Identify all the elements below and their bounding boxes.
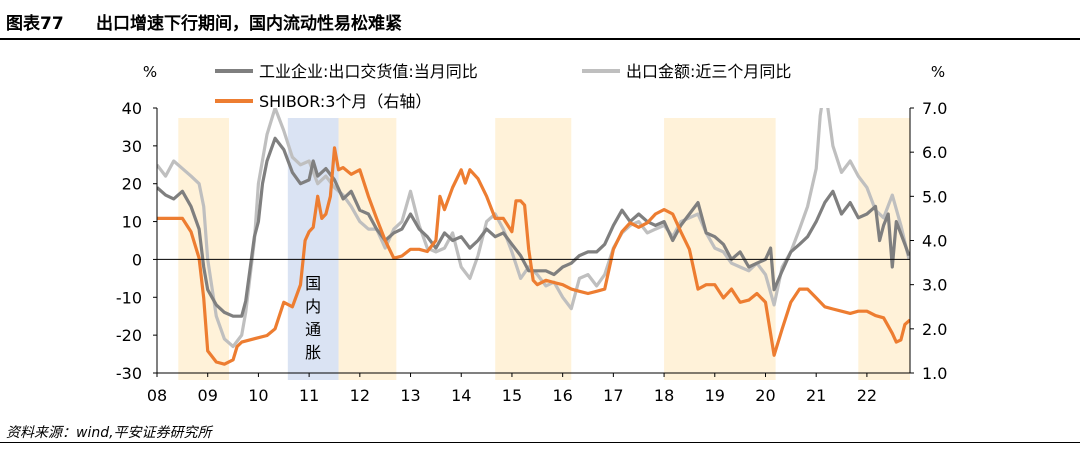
shaded-period-0 bbox=[178, 118, 230, 380]
x-tick-label: 13 bbox=[400, 386, 420, 405]
series-line-industrial bbox=[157, 136, 910, 318]
series-line-shibor bbox=[157, 146, 910, 366]
legend-label-export-amount: 出口金额:近三个月同比 bbox=[626, 62, 791, 81]
legend-label-shibor: SHIBOR:3个月（右轴） bbox=[259, 92, 431, 111]
footer-rule bbox=[0, 442, 1080, 443]
x-tick-label: 15 bbox=[502, 386, 522, 405]
x-tick-label: 10 bbox=[248, 386, 268, 405]
right-axis-unit: % bbox=[931, 63, 945, 81]
right-tick-label: 2.0 bbox=[922, 320, 947, 339]
x-tick-label: 19 bbox=[705, 386, 725, 405]
left-tick-label: 20 bbox=[122, 175, 142, 194]
left-tick-label: -30 bbox=[116, 364, 142, 383]
inflation-label-char: 通 bbox=[305, 320, 321, 339]
right-tick-label: 5.0 bbox=[922, 187, 947, 206]
right-tick-label: 3.0 bbox=[922, 276, 947, 295]
x-tick-label: 17 bbox=[603, 386, 623, 405]
x-tick-label: 14 bbox=[451, 386, 471, 405]
left-tick-label: -10 bbox=[116, 288, 142, 307]
x-tick-label: 11 bbox=[299, 386, 319, 405]
right-tick-label: 6.0 bbox=[922, 143, 947, 162]
shaded-period-2 bbox=[338, 118, 397, 380]
x-tick-label: 18 bbox=[654, 386, 674, 405]
figure-header: 图表77 出口增速下行期间，国内流动性易松难紧 bbox=[0, 0, 1080, 40]
x-tick-label: 20 bbox=[755, 386, 775, 405]
chart-axes bbox=[153, 107, 914, 377]
x-tick-label: 16 bbox=[552, 386, 572, 405]
figure-label: 图表77 bbox=[6, 14, 64, 34]
x-tick-label: 08 bbox=[147, 386, 167, 405]
left-tick-label: 30 bbox=[122, 137, 142, 156]
left-axis-unit: % bbox=[143, 63, 157, 81]
legend: 工业企业:出口交货值:当月同比 出口金额:近三个月同比 SHIBOR:3个月（右… bbox=[215, 62, 791, 111]
x-tick-label: 09 bbox=[198, 386, 218, 405]
shaded-period-3 bbox=[495, 118, 572, 380]
left-tick-label: 10 bbox=[122, 213, 142, 232]
right-tick-label: 7.0 bbox=[922, 99, 947, 118]
x-tick-label: 12 bbox=[350, 386, 370, 405]
right-tick-label: 4.0 bbox=[922, 232, 947, 251]
x-tick-label: 21 bbox=[806, 386, 826, 405]
figure-title: 出口增速下行期间，国内流动性易松难紧 bbox=[96, 14, 402, 34]
legend-label-industrial: 工业企业:出口交货值:当月同比 bbox=[259, 62, 478, 81]
right-tick-label: 1.0 bbox=[922, 364, 947, 383]
left-tick-label: 0 bbox=[132, 250, 142, 269]
inflation-label-char: 国 bbox=[305, 274, 321, 293]
source-note: 资料来源：wind,平安证券研究所 bbox=[6, 425, 212, 441]
left-tick-label: 40 bbox=[122, 99, 142, 118]
tick-labels: -30 -20 -10 0 10 20 30 40 1.0 2.0 3.0 4.0 5.0 6.0 7.0 0… bbox=[116, 99, 948, 405]
x-tick-label: 22 bbox=[857, 386, 877, 405]
inflation-label-char: 内 bbox=[305, 297, 321, 316]
left-tick-label: -20 bbox=[116, 326, 142, 345]
header-rule bbox=[0, 38, 1080, 40]
inflation-label-char: 胀 bbox=[305, 343, 321, 362]
shaded-period-1 bbox=[287, 118, 339, 380]
